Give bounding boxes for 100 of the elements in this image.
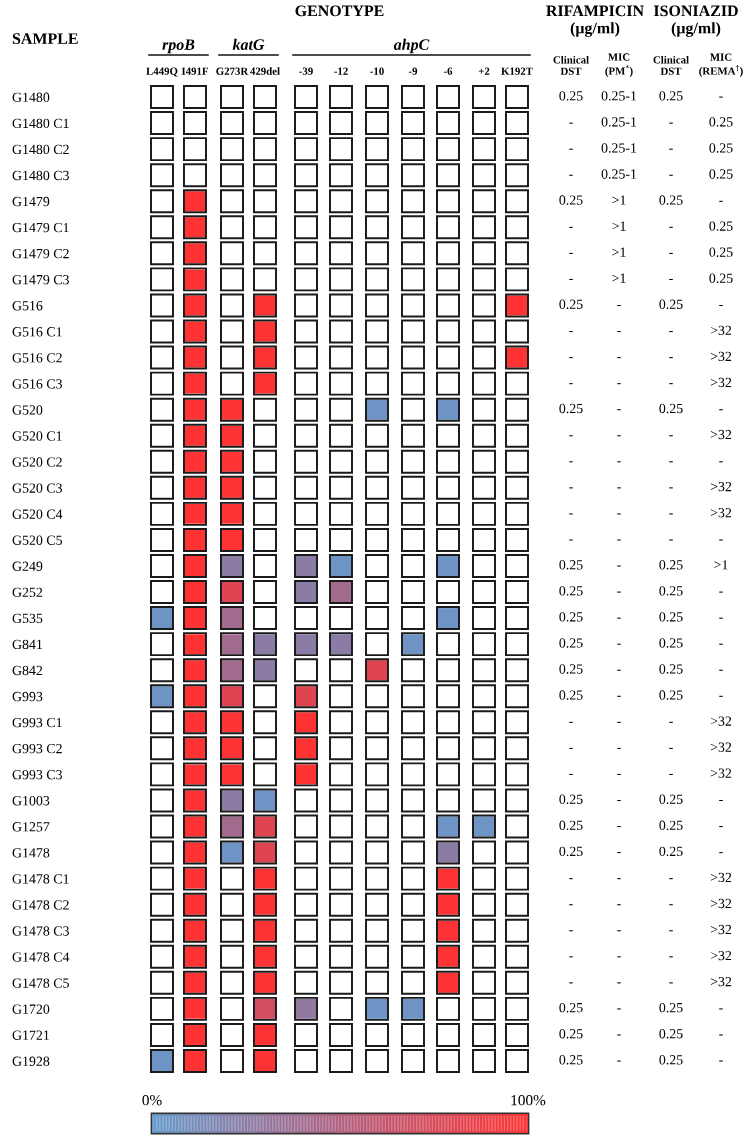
y-tick-label: G1480 C3 (12, 170, 69, 181)
text: - (617, 539, 621, 541)
y-tick-label: G1479 (12, 196, 50, 207)
text: - (617, 904, 621, 906)
text: 0.25 (659, 560, 683, 570)
y-tick-label: G993 C1 (12, 717, 62, 728)
text: - (669, 773, 673, 775)
text: - (569, 252, 573, 254)
text: - (617, 383, 621, 385)
y-tick-label: G520 (12, 405, 43, 415)
text: - (719, 1034, 723, 1036)
text: - (669, 904, 673, 906)
text: - (617, 1008, 621, 1010)
text: - (669, 331, 673, 333)
text: - (569, 721, 573, 723)
text: - (669, 982, 673, 984)
text: - (669, 278, 673, 280)
y-tick-label: G993 C3 (12, 770, 62, 780)
text: - (669, 487, 673, 489)
text: - (569, 513, 573, 515)
y-tick-label: G993 C2 (12, 743, 62, 754)
text: 0.25 (559, 846, 583, 857)
text: - (617, 695, 621, 697)
text: >1 (612, 195, 626, 205)
y-tick-label: G1480 (12, 92, 50, 102)
text: 0.25 (659, 586, 683, 596)
y-tick-label: G1478 (12, 848, 50, 858)
text: 0.25 (659, 794, 683, 804)
text: 0.25 (659, 664, 683, 674)
text: 0.25-1 (601, 143, 637, 153)
text: 0.25 (559, 560, 583, 570)
text: - (669, 357, 673, 359)
text: - (569, 747, 573, 749)
text: 0.25 (709, 247, 733, 257)
text: - (569, 357, 573, 359)
x-tick-label: K192T (501, 67, 533, 75)
text: >32 (710, 950, 732, 961)
text: ISONIAZID (μg/ml) (653, 5, 738, 37)
text: - (569, 487, 573, 489)
text: 0.25 (659, 690, 683, 700)
text: - (569, 278, 573, 280)
text: - (617, 565, 621, 567)
y-tick-label: G1480 C1 (12, 118, 69, 129)
x-tick-label: G273R (216, 67, 249, 75)
y-tick-label: G1721 (12, 1030, 49, 1040)
text: - (569, 982, 573, 984)
text: 0.25 (559, 690, 583, 700)
text: - (719, 409, 723, 411)
y-tick-label: G1478 C5 (12, 978, 69, 988)
y-tick-label: G1480 C2 (12, 144, 69, 155)
text: - (669, 747, 673, 749)
text: >1 (612, 247, 626, 257)
text: - (719, 852, 723, 854)
text: - (617, 1060, 621, 1062)
y-axis-title: SAMPLE (12, 33, 78, 44)
text: 0.25 (559, 586, 583, 596)
text: >32 (710, 898, 732, 909)
x-tick-label: MIC (REMA$^{†}$) (699, 53, 743, 77)
text: - (669, 252, 673, 254)
text: - (669, 148, 673, 150)
x-tick-label: -6 (443, 67, 453, 75)
text: 0.25 (659, 612, 683, 622)
text: - (617, 435, 621, 437)
text: 0.25 (709, 117, 733, 127)
text: - (669, 174, 673, 176)
y-tick-label: G993 (12, 691, 43, 702)
text: >32 (710, 481, 732, 492)
y-tick-label: G1003 (12, 796, 50, 806)
text: katG (232, 38, 265, 51)
x-tick-label: +2 (478, 67, 490, 75)
text: - (617, 800, 621, 802)
text: 0.25 (659, 1002, 683, 1013)
y-tick-label: G1479 C2 (12, 248, 69, 259)
text: - (569, 174, 573, 176)
y-tick-label: G520 C3 (12, 483, 62, 493)
y-tick-label: G249 (12, 561, 43, 571)
text: 0.25 (559, 638, 583, 648)
text: - (569, 148, 573, 150)
text: 0.25 (659, 195, 683, 205)
text: - (569, 435, 573, 437)
y-tick-label: G520 C1 (12, 431, 62, 441)
y-tick-label: G535 (12, 613, 43, 624)
y-tick-label: G520 C4 (12, 509, 63, 519)
y-tick-label: G1928 (12, 1056, 50, 1066)
text: >32 (710, 768, 732, 778)
text: 0.25 (659, 638, 683, 648)
text: - (617, 669, 621, 671)
text: - (719, 96, 723, 98)
text: 0.25-1 (601, 169, 637, 179)
text: 0.25 (659, 1055, 683, 1065)
text: - (719, 617, 723, 619)
text: >32 (710, 325, 732, 335)
x-tick-label: I491F (181, 67, 209, 75)
y-tick-label: G1478 C1 (12, 874, 69, 884)
text: - (669, 539, 673, 541)
text: - (719, 643, 723, 645)
text: >1 (714, 560, 728, 570)
text: 0.25-1 (601, 117, 637, 127)
text: - (719, 800, 723, 802)
y-tick-label: G516 C2 (12, 353, 62, 363)
